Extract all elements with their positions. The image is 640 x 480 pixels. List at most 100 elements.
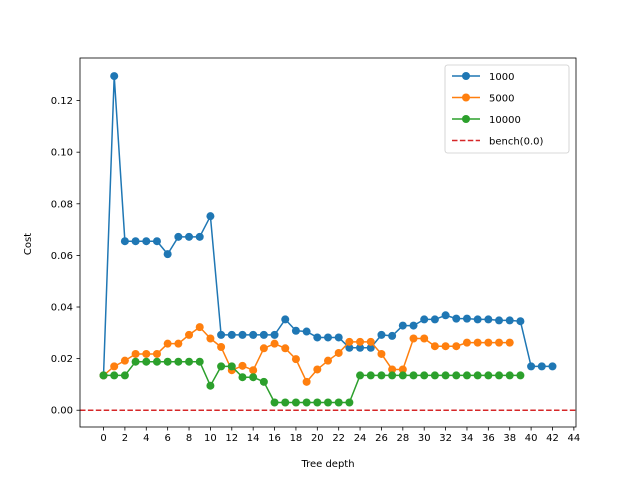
data-point: [388, 331, 397, 340]
data-point: [270, 398, 279, 407]
data-point: [441, 311, 450, 320]
data-point: [281, 315, 290, 324]
x-tick-label: 38: [503, 433, 516, 444]
x-tick-label: 2: [122, 433, 128, 444]
data-point: [377, 330, 386, 339]
x-tick-label: 42: [546, 433, 559, 444]
data-point: [281, 398, 290, 407]
x-tick-label: 30: [418, 433, 431, 444]
data-point: [495, 338, 504, 347]
data-point: [281, 344, 290, 353]
data-point: [302, 377, 311, 386]
data-point: [195, 232, 204, 241]
data-point: [152, 237, 161, 246]
data-point: [516, 371, 525, 380]
data-point: [430, 342, 439, 351]
data-point: [398, 371, 407, 380]
data-point: [484, 371, 493, 380]
data-point: [430, 315, 439, 324]
data-point: [110, 362, 119, 371]
data-point: [484, 315, 493, 324]
x-tick-label: 36: [482, 433, 495, 444]
data-point: [110, 72, 119, 81]
data-point: [377, 371, 386, 380]
data-point: [291, 355, 300, 364]
data-point: [259, 330, 268, 339]
data-point: [249, 366, 258, 375]
x-tick-label: 28: [396, 433, 409, 444]
data-point: [473, 371, 482, 380]
data-point: [195, 323, 204, 332]
data-point: [441, 371, 450, 380]
data-point: [227, 330, 236, 339]
data-point: [324, 356, 332, 365]
data-point: [420, 334, 429, 343]
data-point: [238, 361, 247, 370]
legend-label: 1000: [489, 72, 514, 83]
data-point: [505, 371, 514, 380]
data-point: [527, 362, 536, 371]
data-point: [302, 398, 311, 407]
data-point: [334, 348, 343, 357]
data-point: [409, 334, 418, 343]
legend-marker: [462, 93, 470, 102]
data-point: [366, 337, 375, 346]
legend-label: 5000: [489, 93, 514, 104]
data-point: [185, 232, 194, 241]
data-point: [185, 357, 194, 366]
data-point: [291, 398, 300, 407]
data-point: [249, 330, 258, 339]
plot-area: [80, 72, 576, 411]
x-tick-label: 40: [525, 433, 538, 444]
data-point: [174, 357, 183, 366]
data-point: [163, 357, 172, 366]
data-point: [345, 343, 354, 352]
data-point: [313, 365, 322, 374]
series-line-10000: [103, 360, 521, 404]
data-point: [356, 343, 365, 352]
data-point: [462, 338, 471, 347]
data-point: [238, 330, 247, 339]
data-point: [537, 362, 546, 371]
data-point: [462, 314, 471, 323]
data-point: [388, 371, 397, 380]
data-point: [441, 342, 450, 351]
data-point: [452, 371, 461, 380]
data-point: [217, 330, 226, 339]
data-point: [366, 371, 375, 380]
x-tick-label: 18: [290, 433, 303, 444]
data-point: [505, 316, 514, 325]
data-point: [238, 373, 247, 382]
data-point: [120, 356, 129, 365]
data-point: [217, 343, 226, 352]
data-point: [313, 398, 322, 407]
x-tick-label: 4: [143, 433, 149, 444]
axes: 0 2 4 6 8 10 12 14 16 18 20 22 24 26 28 30 32 34 36 38 40 42 4…: [51, 57, 580, 444]
data-point: [131, 349, 140, 358]
data-point: [420, 315, 429, 324]
data-point: [430, 371, 439, 380]
x-tick-label: 16: [268, 433, 281, 444]
data-point: [227, 362, 236, 371]
x-tick-label: 24: [354, 433, 367, 444]
x-tick-label: 8: [186, 433, 192, 444]
data-point: [334, 333, 343, 342]
y-tick-label: 0.04: [51, 303, 73, 314]
y-axis-label: Cost: [23, 233, 34, 255]
data-point: [462, 371, 471, 380]
data-point: [345, 398, 354, 407]
axes-frame: [79, 57, 577, 428]
data-point: [185, 330, 194, 339]
data-point: [270, 330, 279, 339]
data-point: [409, 371, 418, 380]
data-point: [195, 357, 204, 366]
data-point: [495, 371, 504, 380]
x-tick-label: 44: [567, 433, 580, 444]
legend-label: 10000: [489, 115, 521, 126]
data-point: [473, 338, 482, 347]
data-point: [356, 337, 365, 346]
data-point: [174, 339, 183, 348]
data-point: [174, 232, 183, 241]
data-point: [131, 357, 140, 366]
data-point: [259, 377, 268, 386]
